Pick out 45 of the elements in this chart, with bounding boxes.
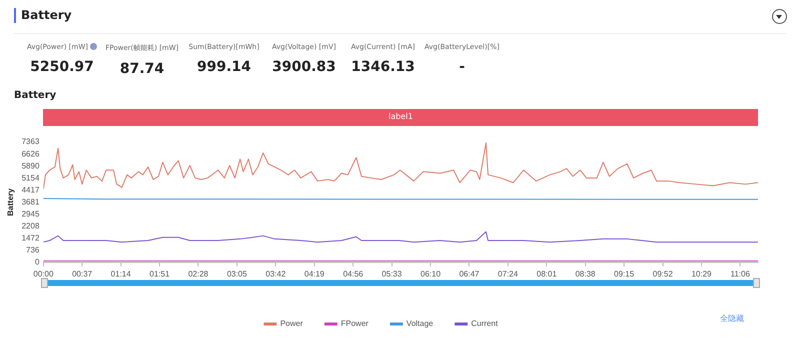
legend-label: Voltage [406,319,434,328]
y-tick-label: 736 [26,246,40,255]
x-tick-label: 03:42 [266,269,286,278]
x-tick-label: 00:00 [33,269,54,278]
x-tick-label: 05:33 [382,269,402,278]
y-tick-label: 2208 [22,222,40,230]
y-tick-label: 5890 [22,161,40,170]
x-tick-label: 09:52 [652,269,674,278]
legend-label: Current [471,319,499,328]
x-tick-label: 00:37 [72,269,93,278]
x-tick-label: 04:56 [343,269,364,278]
y-tick-label: 7363 [22,137,40,146]
x-tick-label: 09:15 [614,269,635,278]
chart-title: Battery [14,90,56,101]
legend-label: Power [280,319,304,328]
y-tick-label: 4417 [22,185,40,194]
y-tick-label: 2945 [22,209,40,218]
y-tick-label: 3681 [22,197,40,206]
x-tick-label: 11:06 [730,269,750,278]
x-tick-label: 04:19 [304,269,325,278]
x-tick-label: 02:28 [188,269,209,278]
y-tick-label: 5154 [22,173,40,182]
x-tick-label: 07:24 [498,269,518,278]
x-tick-label: 06:10 [420,269,442,278]
text: 全隐藏 [720,313,744,324]
text: 1346.13 [350,59,416,75]
text: 87.74 [118,61,166,77]
x-tick-label: 03:05 [226,269,248,278]
text: 3900.83 [271,59,337,75]
y-tick-label: 6626 [22,149,40,158]
x-tick-label: 06:47 [459,269,480,278]
x-tick-label: 10:29 [691,269,712,278]
text: label1 [387,112,414,121]
legend-label: FPower [340,319,369,328]
y-tick-label: 0 [34,258,40,267]
y-axis-title: Battery [6,188,16,216]
text: - [458,59,466,75]
y-tick-label: 1472 [22,234,40,243]
x-tick-label: 01:51 [150,269,170,278]
text: Battery [14,8,72,23]
x-tick-label: 08:01 [536,269,558,278]
x-tick-label: 01:14 [110,269,132,278]
text: 999.14 [196,59,252,75]
x-tick-label: 08:38 [575,269,596,278]
text: 5250.97 [29,59,95,75]
